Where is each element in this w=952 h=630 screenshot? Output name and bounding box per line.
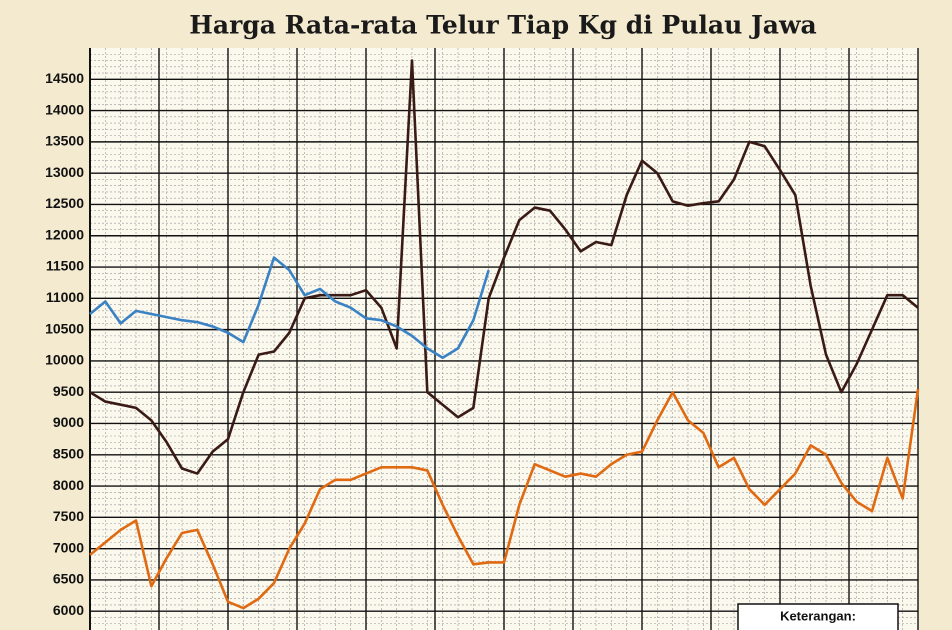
- y-tick-label: 9000: [53, 414, 84, 430]
- y-tick-label: 10500: [45, 320, 84, 336]
- chart-title: Harga Rata-rata Telur Tiap Kg di Pulau J…: [189, 11, 816, 40]
- grid: 6000 6500 7000 7500 8000 8500 9000 9500 10000 105…: [45, 48, 919, 630]
- y-tick-label: 14000: [45, 101, 84, 117]
- lines: [89, 59, 920, 610]
- y-tick-label: 12000: [45, 226, 84, 242]
- series-line: [89, 388, 920, 610]
- y-tick-label: 8000: [53, 477, 84, 493]
- y-tick-label: 7000: [53, 539, 84, 555]
- y-tick-label: 13500: [45, 133, 84, 149]
- series-line: [89, 256, 490, 360]
- y-tick-label: 10000: [45, 352, 84, 368]
- y-tick-label: 11000: [46, 289, 84, 305]
- y-tick-label: 12500: [45, 195, 84, 211]
- y-tick-label: 7500: [53, 508, 84, 524]
- y-tick-label: 13000: [45, 164, 84, 180]
- series-line: [89, 59, 919, 475]
- y-tick-label: 8500: [53, 445, 84, 461]
- y-tick-label: 6000: [53, 602, 84, 618]
- y-tick-label: 6500: [53, 571, 84, 587]
- y-tick-label: 9500: [53, 383, 84, 399]
- legend-title: Keterangan:: [780, 608, 856, 623]
- y-tick-label: 14500: [45, 70, 84, 86]
- legend-box: [737, 603, 899, 630]
- y-tick-label: 11500: [46, 258, 84, 274]
